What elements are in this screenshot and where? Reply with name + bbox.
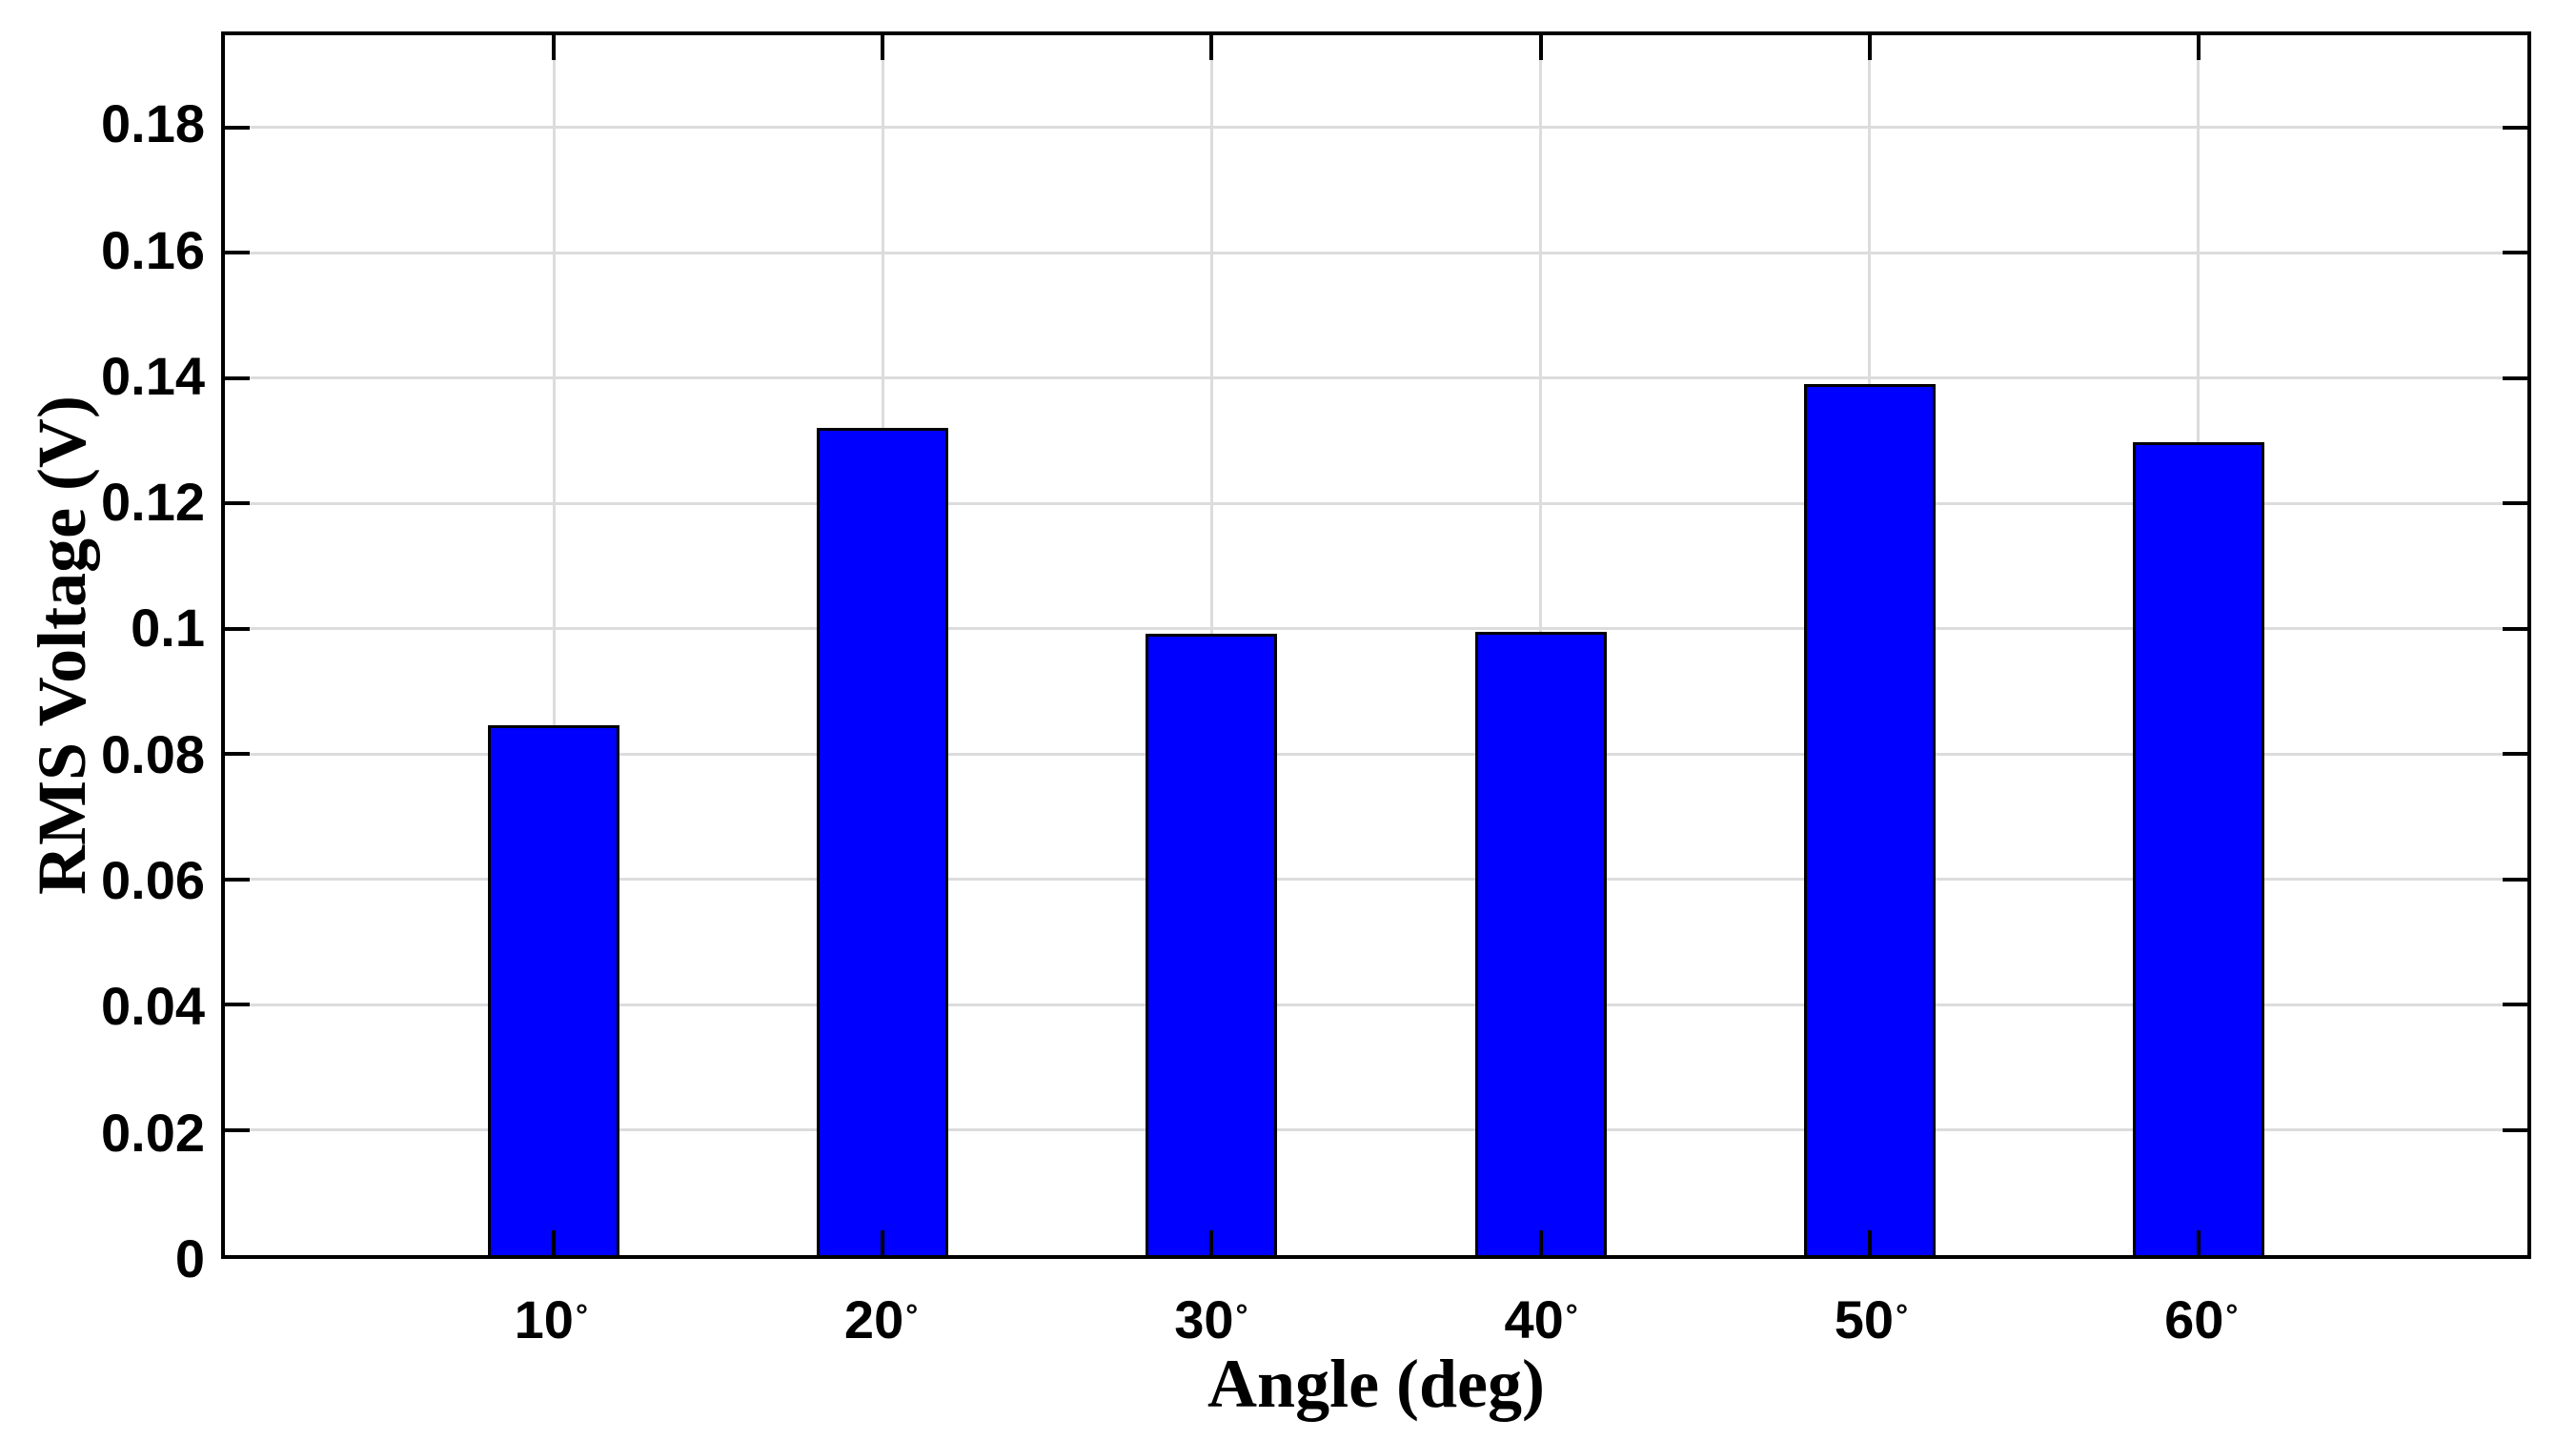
x-tick-bottom — [1209, 1230, 1214, 1255]
x-tick-label: 50° — [1835, 1291, 1908, 1356]
y-tick-right — [2503, 752, 2527, 757]
h-gridline — [225, 376, 2527, 380]
degree-symbol: ° — [1896, 1298, 1909, 1333]
y-tick-label: 0.16 — [101, 219, 205, 280]
x-axis-label: Angle (deg) — [1207, 1346, 1545, 1422]
x-tick-top — [1538, 35, 1543, 60]
bar — [1146, 633, 1278, 1255]
x-tick-label: 60° — [2164, 1291, 2238, 1356]
y-tick-label: 0 — [174, 1228, 205, 1288]
x-tick-top — [1867, 35, 1872, 60]
h-gridline — [225, 752, 2527, 756]
y-tick-left — [225, 501, 250, 506]
x-tick-label: 10° — [515, 1291, 588, 1356]
y-tick-label: 0.02 — [101, 1102, 205, 1163]
v-gridline — [552, 35, 556, 1255]
y-tick-right — [2503, 626, 2527, 631]
y-tick-left — [225, 1003, 250, 1007]
degree-symbol: ° — [1565, 1298, 1578, 1333]
h-gridline — [225, 501, 2527, 505]
y-tick-left — [225, 1127, 250, 1132]
degree-symbol: ° — [575, 1298, 588, 1333]
y-tick-left — [225, 752, 250, 757]
plot-area — [221, 31, 2531, 1259]
x-tick-bottom — [881, 1230, 885, 1255]
x-tick-bottom — [1867, 1230, 1872, 1255]
y-tick-label: 0.04 — [101, 976, 205, 1037]
y-tick-label: 0.06 — [101, 850, 205, 911]
x-tick-number: 30 — [1174, 1289, 1234, 1349]
x-tick-label: 20° — [844, 1291, 918, 1356]
degree-symbol: ° — [1235, 1298, 1248, 1333]
degree-symbol: ° — [2225, 1298, 2239, 1333]
y-tick-right — [2503, 375, 2527, 380]
bar — [2132, 442, 2264, 1255]
y-tick-right — [2503, 1127, 2527, 1132]
x-tick-top — [2196, 35, 2201, 60]
y-tick-right — [2503, 877, 2527, 882]
x-tick-bottom — [1538, 1230, 1543, 1255]
h-gridline — [225, 627, 2527, 631]
bar — [1803, 384, 1936, 1255]
x-tick-number: 20 — [843, 1289, 904, 1349]
x-tick-number: 50 — [1834, 1289, 1895, 1349]
y-axis-label: RMS Voltage (V) — [24, 395, 100, 895]
h-gridline — [225, 126, 2527, 130]
y-tick-left — [225, 626, 250, 631]
y-tick-right — [2503, 1003, 2527, 1007]
y-tick-left — [225, 877, 250, 882]
x-tick-label: 40° — [1505, 1291, 1578, 1356]
x-tick-bottom — [552, 1230, 557, 1255]
x-tick-number: 10 — [514, 1289, 574, 1349]
x-tick-number: 40 — [1504, 1289, 1564, 1349]
y-tick-label: 0.14 — [101, 345, 205, 406]
h-gridline — [225, 1003, 2527, 1006]
y-tick-label: 0.08 — [101, 723, 205, 784]
x-tick-label: 30° — [1174, 1291, 1247, 1356]
bar — [488, 724, 620, 1255]
x-tick-top — [1209, 35, 1214, 60]
x-tick-number: 60 — [2164, 1289, 2224, 1349]
y-tick-label: 0.1 — [131, 598, 205, 659]
y-tick-left — [225, 125, 250, 130]
bar — [817, 428, 949, 1255]
bar — [1474, 631, 1607, 1255]
y-tick-right — [2503, 501, 2527, 506]
y-tick-label: 0.12 — [101, 472, 205, 533]
h-gridline — [225, 1128, 2527, 1132]
y-tick-left — [225, 251, 250, 255]
h-gridline — [225, 251, 2527, 254]
x-tick-bottom — [2196, 1230, 2201, 1255]
x-tick-top — [881, 35, 885, 60]
h-gridline — [225, 878, 2527, 882]
x-tick-top — [552, 35, 557, 60]
degree-symbol: ° — [905, 1298, 919, 1333]
y-tick-right — [2503, 125, 2527, 130]
y-tick-label: 0.18 — [101, 93, 205, 154]
y-tick-right — [2503, 251, 2527, 255]
y-tick-left — [225, 375, 250, 380]
